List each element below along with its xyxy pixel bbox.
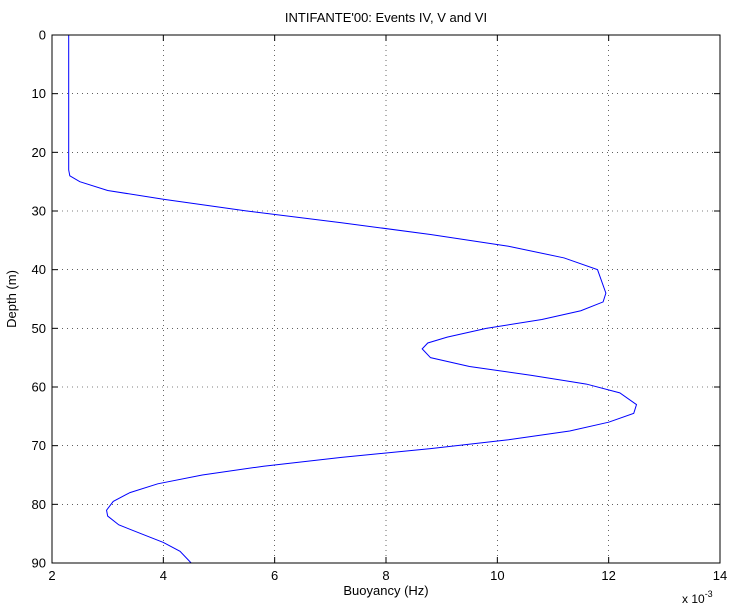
plot-area [52, 35, 720, 563]
y-tick-label: 10 [32, 86, 46, 101]
y-tick-label: 0 [39, 28, 46, 43]
y-axis-label: Depth (m) [4, 270, 19, 328]
x-axis-multiplier-base: x 10 [682, 592, 705, 606]
y-tick-label: 70 [32, 438, 46, 453]
x-axis-label: Buoyancy (Hz) [343, 583, 428, 598]
chart-title: INTIFANTE'00: Events IV, V and VI [285, 10, 487, 25]
x-tick-label: 14 [713, 568, 727, 583]
grid-lines [52, 35, 720, 563]
x-tick-label: 12 [601, 568, 615, 583]
x-axis-multiplier: x 10-3 [682, 589, 713, 606]
y-tick-label: 50 [32, 321, 46, 336]
x-tick-label: 10 [490, 568, 504, 583]
y-tick-label: 20 [32, 145, 46, 160]
x-tick-label: 4 [160, 568, 167, 583]
y-tick-label: 90 [32, 556, 46, 571]
y-tick-label: 60 [32, 380, 46, 395]
x-axis-multiplier-exponent: -3 [705, 589, 713, 599]
buoyancy-profile-line [68, 35, 638, 564]
x-tick-label: 2 [48, 568, 55, 583]
x-tick-label: 6 [271, 568, 278, 583]
x-axis-ticks: 2 4 6 8 10 12 14 [48, 35, 727, 583]
y-axis-ticks: 0 10 20 30 40 50 60 70 80 90 [32, 28, 720, 571]
y-tick-label: 80 [32, 497, 46, 512]
y-tick-label: 30 [32, 204, 46, 219]
x-tick-label: 8 [382, 568, 389, 583]
y-tick-label: 40 [32, 262, 46, 277]
